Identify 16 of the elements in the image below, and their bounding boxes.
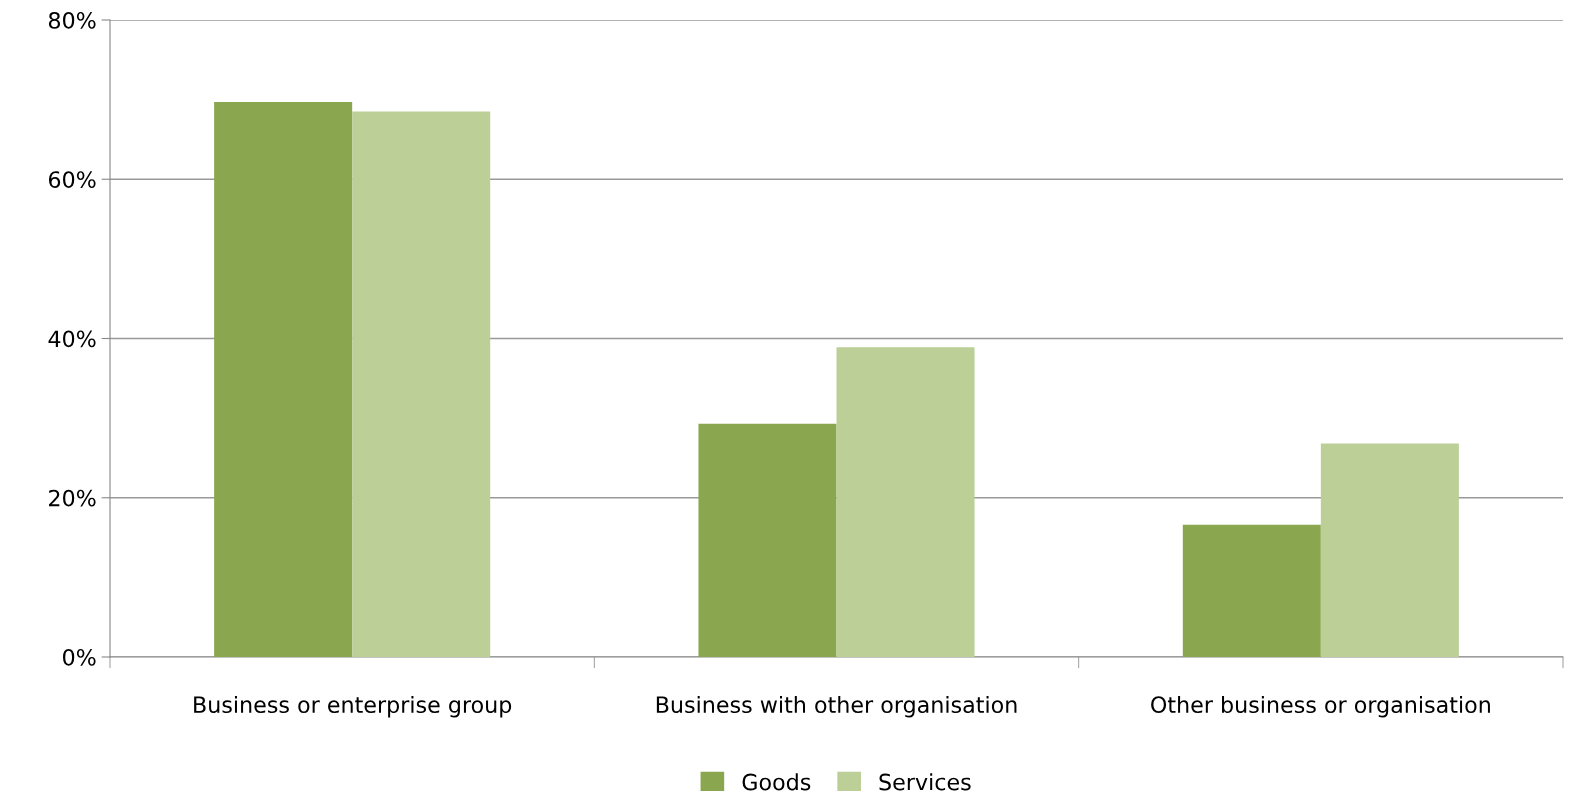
y-tick-label: 0% xyxy=(63,648,96,666)
x-tick-label: Business or enterprise group xyxy=(194,695,512,718)
bar xyxy=(352,111,491,657)
bar xyxy=(1182,524,1321,657)
legend-label: Goods xyxy=(742,773,811,791)
bar xyxy=(214,102,353,657)
bar xyxy=(836,347,975,657)
bar xyxy=(698,423,837,657)
y-tick-label: 60% xyxy=(48,171,96,189)
y-tick-label: 40% xyxy=(48,330,96,348)
bar xyxy=(1320,443,1459,657)
x-tick-label: Other business or organisation xyxy=(1151,695,1490,718)
y-tick-label: 80% xyxy=(48,11,96,29)
legend-label: Services xyxy=(879,773,971,791)
y-tick-label: 20% xyxy=(49,489,96,507)
x-tick-label: Business with other organisation xyxy=(656,695,1017,718)
